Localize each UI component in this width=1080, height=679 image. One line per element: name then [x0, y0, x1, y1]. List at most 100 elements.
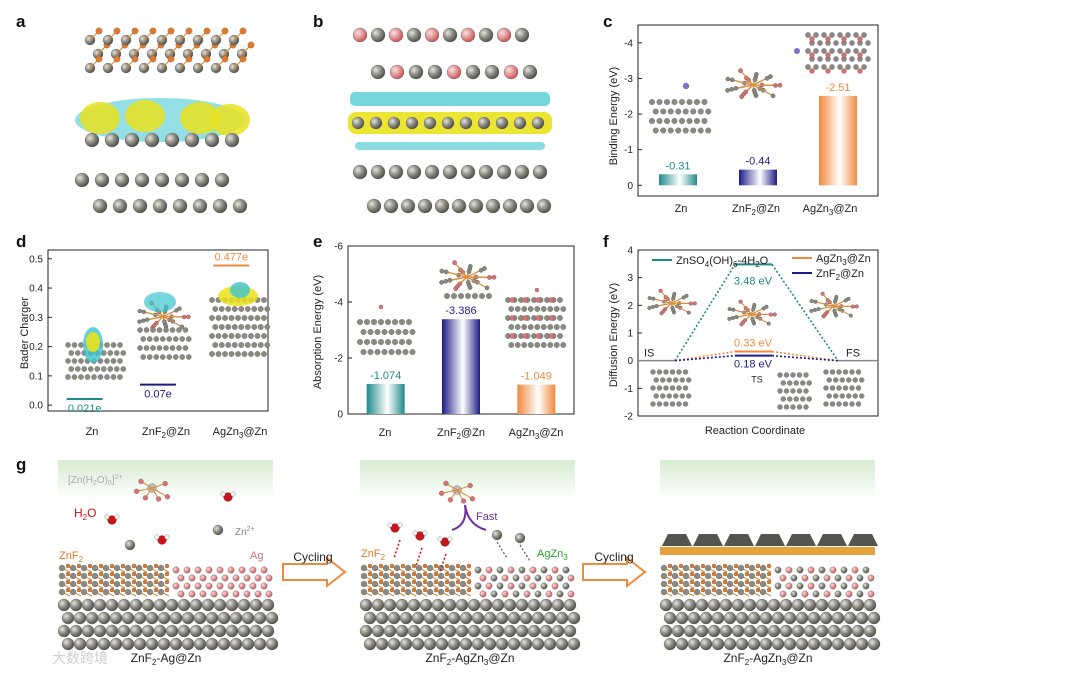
zn-atom — [661, 581, 667, 587]
fluorine-atom — [150, 56, 156, 62]
zn-atom — [75, 366, 80, 371]
zn-substrate-atom — [388, 612, 400, 624]
ag-atom — [250, 567, 256, 573]
agzn3-atom — [491, 591, 497, 597]
chart-c-cat-agzn3: AgZn3@Zn — [803, 203, 858, 217]
zn-atom — [654, 378, 659, 383]
ag-atom — [255, 591, 261, 597]
zn-substrate-atom — [852, 625, 864, 637]
agzn3-atom — [813, 64, 818, 69]
zn-atom — [449, 573, 455, 579]
zn-substrate-atom — [412, 612, 424, 624]
zn-atom — [147, 565, 153, 571]
zn-substrate-atom — [82, 599, 94, 611]
zn-atom — [158, 581, 164, 587]
fluorine-atom — [712, 564, 716, 568]
agzn3-atom — [863, 583, 869, 589]
zn-atom — [361, 573, 367, 579]
zn-atom — [125, 573, 131, 579]
zn-substrate-atom — [868, 612, 880, 624]
fluorine-atom — [456, 572, 460, 576]
agzn3-atom — [541, 583, 547, 589]
zn-atom — [125, 589, 131, 595]
zn-substrate-atom — [556, 638, 568, 650]
fluorine-atom — [668, 564, 672, 568]
zn-substrate-atom — [134, 612, 146, 624]
fluorine-atom — [445, 580, 449, 584]
agzn3-atom — [222, 315, 227, 320]
zn-atom — [651, 402, 656, 407]
zn-atom — [853, 378, 858, 383]
zn-atom — [679, 118, 685, 124]
zn-substrate-atom — [214, 625, 226, 637]
chart-d-cat-znf2: ZnF2@Zn — [142, 426, 190, 440]
zn-atom — [406, 117, 418, 129]
zn-atom — [173, 354, 178, 359]
fluorine-atom — [132, 56, 138, 62]
atom — [155, 321, 159, 325]
zn-atom — [72, 374, 77, 379]
atom — [655, 304, 659, 308]
ag-atom — [536, 316, 541, 321]
zn-atom — [686, 378, 691, 383]
atom — [810, 299, 814, 303]
ag-atom — [228, 567, 234, 573]
y-tick-label: 0 — [337, 410, 343, 421]
zn-atom — [125, 133, 139, 147]
zn-atom — [797, 389, 802, 394]
agzn3-atom — [541, 567, 547, 573]
zn-atom — [225, 133, 239, 147]
zn-atom — [824, 402, 829, 407]
agzn3-atom — [541, 324, 546, 329]
fluorine-atom — [96, 28, 102, 34]
agzn3-atom — [837, 64, 842, 69]
zn-atom — [804, 389, 809, 394]
zn-atom — [394, 573, 400, 579]
zn-atom — [72, 342, 77, 347]
zn-substrate-atom — [732, 599, 744, 611]
zn-substrate-atom — [372, 625, 384, 637]
hydrogen-atom — [438, 537, 443, 542]
zn-atom — [157, 327, 162, 332]
zn-substrate-atom — [772, 638, 784, 650]
zn-atom — [59, 581, 65, 587]
zn-atom — [147, 581, 153, 587]
panel-label-a: a — [16, 12, 26, 31]
ag-atom — [810, 69, 815, 74]
zn-atom — [760, 573, 766, 579]
state-label-ts: TS — [751, 375, 763, 385]
agzn3-atom — [786, 567, 792, 573]
fluorine-atom — [445, 572, 449, 576]
zn-atom — [672, 118, 678, 124]
zn-atom — [389, 165, 403, 179]
zn-substrate-atom — [218, 638, 230, 650]
zn-atom — [442, 117, 454, 129]
fluorine-atom — [165, 564, 169, 568]
agzn3-atom — [535, 591, 541, 597]
atom — [444, 270, 448, 274]
cycling-label-1: Cycling — [293, 550, 332, 564]
zn-atom — [657, 99, 663, 105]
fluorine-atom — [745, 572, 749, 576]
bar — [367, 384, 405, 414]
zn-atom — [807, 397, 812, 402]
ag-atom — [536, 334, 541, 339]
zn-atom — [837, 402, 842, 407]
zn-atom — [406, 319, 412, 325]
agzn3-atom — [821, 64, 826, 69]
zn-atom — [460, 117, 472, 129]
ag-atom — [239, 583, 245, 589]
zn-substrate-atom — [432, 625, 444, 637]
zn-substrate-atom — [792, 599, 804, 611]
zn-atom — [144, 345, 149, 350]
agzn3-atom — [802, 591, 808, 597]
zn-deposit-block — [817, 534, 847, 546]
atom — [762, 307, 766, 311]
zn-atom — [427, 573, 433, 579]
fluorine-atom — [690, 564, 694, 568]
agzn3-atom — [255, 351, 260, 356]
atom — [773, 83, 777, 87]
hydrogen-atom — [423, 531, 428, 536]
zn-atom — [158, 573, 164, 579]
atom — [825, 310, 829, 314]
